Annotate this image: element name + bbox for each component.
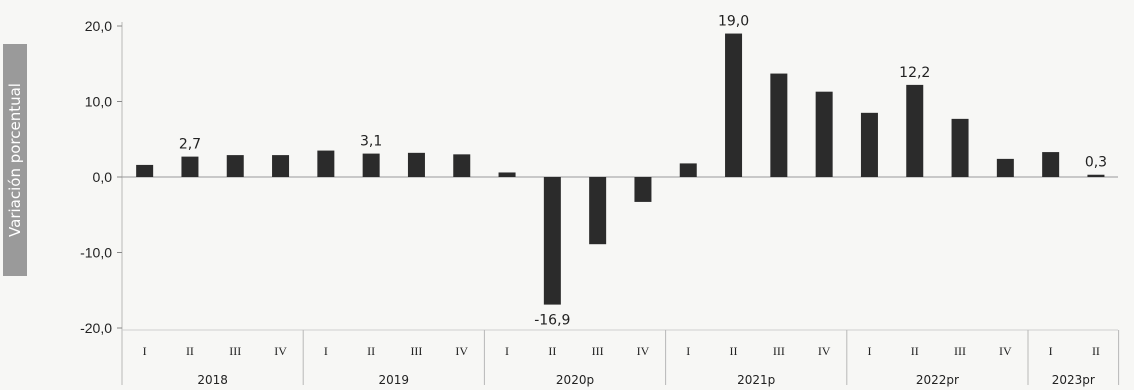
data-label: 12,2 bbox=[899, 65, 930, 81]
year-label-2018: 2018 bbox=[197, 373, 228, 387]
x-tick-label: II bbox=[911, 344, 919, 358]
x-tick-label: IV bbox=[637, 344, 650, 358]
y-tick-label: 10,0 bbox=[85, 94, 112, 110]
year-label-2023pr: 2023pr bbox=[1052, 373, 1095, 387]
bar-2019-IV bbox=[453, 154, 471, 177]
y-axis-label-text: Variación porcentual bbox=[6, 83, 24, 237]
year-label-2022pr: 2022pr bbox=[916, 373, 959, 387]
x-tick-label: I bbox=[324, 344, 328, 358]
year-label-2021p: 2021p bbox=[737, 373, 775, 387]
x-tick-label: I bbox=[867, 344, 871, 358]
data-label: -16,9 bbox=[534, 313, 570, 329]
x-tick-label: III bbox=[592, 344, 604, 358]
year-label-2019: 2019 bbox=[379, 373, 410, 387]
x-tick-label: III bbox=[954, 344, 966, 358]
bar-2020p-III bbox=[589, 177, 607, 245]
bar-2019-I bbox=[317, 150, 335, 177]
bar-2023pr-II bbox=[1087, 174, 1105, 177]
data-label: 19,0 bbox=[718, 14, 749, 30]
x-tick-label: I bbox=[686, 344, 690, 358]
x-tick-label: II bbox=[186, 344, 194, 358]
y-axis-label-background bbox=[3, 44, 27, 276]
x-tick-label: IV bbox=[818, 344, 831, 358]
bar-2022pr-I bbox=[860, 112, 878, 177]
y-axis-label: Variación porcentual bbox=[3, 44, 27, 276]
x-tick-label: II bbox=[1092, 344, 1100, 358]
bar-2021p-IV bbox=[815, 91, 833, 177]
bar-2019-III bbox=[407, 152, 425, 177]
data-labels: 2,7 3,1 -16,9 19,0 12,2 0,3 bbox=[179, 14, 1107, 329]
bar-2022pr-III bbox=[951, 118, 969, 177]
bar-2018-I bbox=[136, 164, 154, 177]
x-tick-label: IV bbox=[999, 344, 1012, 358]
x-tick-label: I bbox=[1049, 344, 1053, 358]
x-tick-label: II bbox=[548, 344, 556, 358]
x-tick-label: IV bbox=[274, 344, 287, 358]
data-label: 2,7 bbox=[179, 137, 201, 153]
bar-2020p-IV bbox=[634, 177, 652, 202]
x-tick-label: II bbox=[730, 344, 738, 358]
x-tick-label: I bbox=[505, 344, 509, 358]
y-tick-label: 0,0 bbox=[93, 169, 113, 185]
x-tick-label: II bbox=[367, 344, 375, 358]
x-tick-label: III bbox=[773, 344, 785, 358]
bars bbox=[136, 33, 1105, 305]
year-label-2020p: 2020p bbox=[556, 373, 594, 387]
bar-2018-II bbox=[181, 156, 199, 177]
bar-2023pr-I bbox=[1042, 152, 1060, 177]
bar-2018-IV bbox=[272, 155, 290, 177]
bar-2018-III bbox=[226, 155, 244, 177]
bar-2020p-I bbox=[498, 172, 516, 177]
x-tick-label: I bbox=[143, 344, 147, 358]
bar-2021p-III bbox=[770, 73, 788, 177]
bar-2019-II bbox=[362, 153, 380, 177]
bar-2022pr-IV bbox=[996, 158, 1014, 177]
y-tick-label: 20,0 bbox=[85, 18, 112, 34]
x-tick-label: IV bbox=[455, 344, 468, 358]
bar-2021p-I bbox=[679, 163, 697, 177]
y-tick-label: -20,0 bbox=[80, 320, 112, 336]
y-tick-label: -10,0 bbox=[80, 245, 112, 261]
bar-2022pr-II bbox=[906, 84, 924, 177]
data-label: 0,3 bbox=[1085, 155, 1107, 171]
bar-2020p-II bbox=[543, 177, 561, 305]
x-tick-label: III bbox=[410, 344, 422, 358]
bar-2021p-II bbox=[725, 33, 743, 177]
x-tick-label: III bbox=[229, 344, 241, 358]
data-label: 3,1 bbox=[360, 134, 382, 150]
